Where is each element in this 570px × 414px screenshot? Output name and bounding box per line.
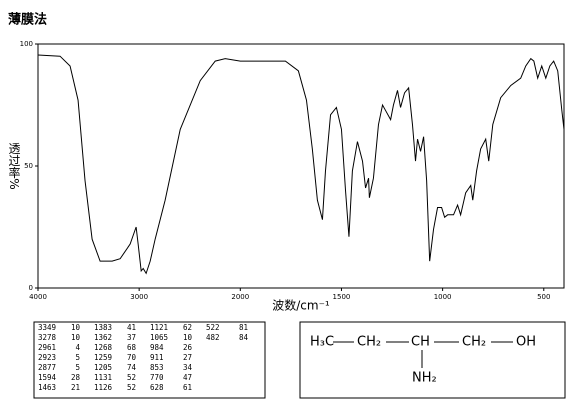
- chart-title: 薄膜法: [8, 12, 47, 28]
- peak-transmittance: 41: [127, 323, 136, 332]
- structure-group: CH₂: [462, 335, 486, 350]
- peak-wavenumber: 1362: [94, 333, 112, 342]
- peak-transmittance: 4: [75, 343, 80, 352]
- structure-group: OH: [516, 335, 536, 350]
- peak-wavenumber: 2923: [38, 353, 56, 362]
- x-tick-label: 1500: [333, 293, 351, 301]
- peak-transmittance: 37: [127, 333, 136, 342]
- peak-transmittance: 70: [127, 353, 137, 362]
- peak-transmittance: 5: [75, 353, 80, 362]
- peak-wavenumber: 482: [206, 333, 220, 342]
- peak-transmittance: 47: [183, 373, 192, 382]
- y-tick-label: 100: [20, 40, 33, 48]
- peak-wavenumber: 853: [150, 363, 164, 372]
- peak-transmittance: 10: [71, 333, 81, 342]
- peak-wavenumber: 1126: [94, 383, 113, 392]
- peak-transmittance: 28: [71, 373, 81, 382]
- peak-transmittance: 26: [183, 343, 193, 352]
- peak-wavenumber: 984: [150, 343, 164, 352]
- peak-wavenumber: 1463: [38, 383, 56, 392]
- peak-wavenumber: 911: [150, 353, 164, 362]
- structure-box: [299, 321, 566, 399]
- peak-wavenumber: 1205: [94, 363, 112, 372]
- peak-transmittance: 5: [75, 363, 80, 372]
- peak-transmittance: 21: [71, 383, 80, 392]
- peak-wavenumber: 522: [206, 323, 220, 332]
- peak-wavenumber: 2877: [38, 363, 56, 372]
- structure-group: CH₂: [357, 335, 381, 350]
- peak-transmittance: 81: [239, 323, 248, 332]
- y-tick-label: 50: [24, 162, 33, 170]
- peak-wavenumber: 1065: [150, 333, 168, 342]
- peak-wavenumber: 1268: [94, 343, 113, 352]
- peak-transmittance: 27: [183, 353, 192, 362]
- x-tick-label: 2000: [231, 293, 249, 301]
- peak-transmittance: 52: [127, 373, 136, 382]
- x-tick-label: 3000: [130, 293, 148, 301]
- peak-wavenumber: 1594: [38, 373, 57, 382]
- peak-wavenumber: 1121: [150, 323, 168, 332]
- x-tick-label: 1000: [434, 293, 452, 301]
- y-tick-label: 0: [29, 284, 33, 292]
- structure-substituent: NH₂: [412, 371, 437, 386]
- y-axis-label: 透过率%: [7, 142, 21, 190]
- peak-transmittance: 52: [127, 383, 136, 392]
- peak-wavenumber: 3349: [38, 323, 56, 332]
- structure-group: H₃C: [310, 335, 334, 350]
- peak-wavenumber: 628: [150, 383, 164, 392]
- peak-transmittance: 61: [183, 383, 192, 392]
- peak-transmittance: 74: [127, 363, 137, 372]
- peak-transmittance: 10: [183, 333, 193, 342]
- peak-wavenumber: 1131: [94, 373, 112, 382]
- peak-transmittance: 34: [183, 363, 193, 372]
- x-tick-label: 4000: [29, 293, 47, 301]
- peak-transmittance: 62: [183, 323, 192, 332]
- peak-wavenumber: 3278: [38, 333, 57, 342]
- peak-transmittance: 10: [71, 323, 81, 332]
- structure-bonds: [333, 341, 513, 368]
- x-tick-label: 500: [537, 293, 550, 301]
- spectrum-line: [37, 54, 565, 275]
- structure-group: CH: [411, 335, 430, 350]
- peak-wavenumber: 1383: [94, 323, 112, 332]
- peak-table-box: [33, 321, 266, 399]
- peak-wavenumber: 2961: [38, 343, 56, 352]
- peak-wavenumber: 1259: [94, 353, 112, 362]
- peak-transmittance: 68: [127, 343, 137, 352]
- peak-wavenumber: 770: [150, 373, 164, 382]
- x-axis-label: 波数/cm⁻¹: [272, 298, 330, 313]
- peak-transmittance: 84: [239, 333, 249, 342]
